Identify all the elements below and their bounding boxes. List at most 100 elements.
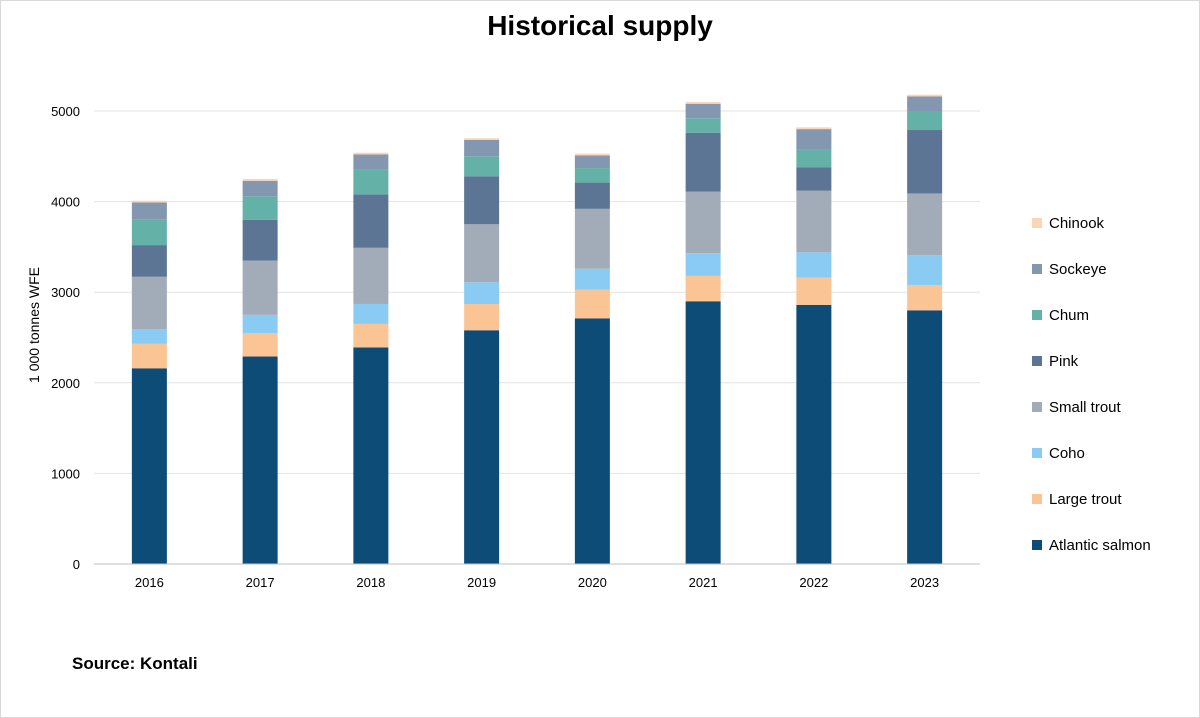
source-note: Source: Kontali xyxy=(72,654,198,673)
chart-title: Historical supply xyxy=(487,10,713,41)
bars xyxy=(131,94,943,564)
bar-segment-chum-2023 xyxy=(907,111,943,131)
bar-segment-pink-2019 xyxy=(464,176,500,225)
bar-segment-coho-2020 xyxy=(574,268,610,290)
legend-item-chinook: Chinook xyxy=(1032,212,1104,234)
legend-swatch xyxy=(1032,540,1042,550)
gridlines xyxy=(94,110,980,474)
x-tick-label: 2017 xyxy=(246,575,275,590)
legend-item-sockeye: Sockeye xyxy=(1032,258,1107,280)
bar-segment-atlantic-salmon-2019 xyxy=(464,330,500,564)
legend-item-coho: Coho xyxy=(1032,442,1085,464)
bar-segment-coho-2023 xyxy=(907,255,943,285)
bar-segment-atlantic-salmon-2018 xyxy=(353,347,389,564)
bar-segment-chum-2018 xyxy=(353,169,389,195)
bar-segment-sockeye-2022 xyxy=(796,129,832,150)
legend-label: Chum xyxy=(1049,306,1090,324)
bar-segment-sockeye-2023 xyxy=(907,96,943,111)
bar-segment-coho-2018 xyxy=(353,303,389,324)
y-tick-label: 3000 xyxy=(51,285,80,300)
y-tick-label: 2000 xyxy=(51,376,80,391)
bar-segment-atlantic-salmon-2020 xyxy=(574,318,610,564)
bar-segment-sockeye-2016 xyxy=(131,202,167,220)
bar-segment-chum-2016 xyxy=(131,219,167,246)
bar-segment-small-trout-2016 xyxy=(131,276,167,330)
bar-segment-chinook-2017 xyxy=(242,178,278,181)
x-tick-label: 2018 xyxy=(356,575,385,590)
bar-segment-sockeye-2019 xyxy=(464,139,500,157)
bar-segment-small-trout-2023 xyxy=(907,193,943,256)
bar-segment-coho-2017 xyxy=(242,314,278,333)
bar-segment-chinook-2020 xyxy=(574,153,610,156)
x-tick-label: 2020 xyxy=(578,575,607,590)
x-tick-label: 2021 xyxy=(689,575,718,590)
bar-segment-atlantic-salmon-2022 xyxy=(796,304,832,564)
bar-segment-large-trout-2022 xyxy=(796,277,832,305)
bar-segment-chinook-2018 xyxy=(353,152,389,155)
axes: 0 1000 2000 3000 4000 5000 2016 2017 2018 2019 202… xyxy=(51,104,980,590)
bar-segment-chum-2017 xyxy=(242,196,278,220)
bar-segment-chinook-2019 xyxy=(464,138,500,140)
bar-segment-sockeye-2018 xyxy=(353,154,389,170)
x-tick-label: 2019 xyxy=(467,575,496,590)
legend-label: Chinook xyxy=(1049,214,1105,232)
legend-item-small-trout: Small trout xyxy=(1032,396,1121,418)
y-tick-label: 4000 xyxy=(51,195,80,210)
bar-segment-large-trout-2018 xyxy=(353,323,389,348)
bar-segment-pink-2016 xyxy=(131,245,167,277)
bar-segment-chum-2022 xyxy=(796,149,832,168)
bar-segment-atlantic-salmon-2023 xyxy=(907,310,943,564)
legend-item-chum: Chum xyxy=(1032,304,1089,326)
bar-segment-chinook-2023 xyxy=(907,94,943,97)
bar-segment-pink-2022 xyxy=(796,167,832,191)
bar-segment-pink-2021 xyxy=(685,132,721,192)
bar-segment-atlantic-salmon-2017 xyxy=(242,356,278,564)
legend-swatch xyxy=(1032,402,1042,412)
bar-segment-coho-2021 xyxy=(685,253,721,276)
y-tick-label: 0 xyxy=(73,557,80,572)
y-tick-label: 5000 xyxy=(51,104,80,119)
bar-segment-pink-2023 xyxy=(907,130,943,194)
bar-segment-chinook-2022 xyxy=(796,127,832,130)
legend-item-atlantic-salmon: Atlantic salmon xyxy=(1032,534,1151,556)
x-tick-label: 2016 xyxy=(135,575,164,590)
bar-segment-large-trout-2016 xyxy=(131,343,167,369)
legend-label: Atlantic salmon xyxy=(1049,536,1151,554)
legend-swatch xyxy=(1032,218,1042,228)
legend-label: Sockeye xyxy=(1049,260,1107,278)
bar-segment-chum-2021 xyxy=(685,118,721,133)
bar-segment-small-trout-2020 xyxy=(574,208,610,269)
bar-segment-chinook-2021 xyxy=(685,101,721,104)
bar-segment-chum-2019 xyxy=(464,156,500,177)
bar-segment-small-trout-2022 xyxy=(796,190,832,253)
bar-segment-large-trout-2020 xyxy=(574,289,610,319)
legend-label: Coho xyxy=(1049,444,1085,462)
y-tick-label: 1000 xyxy=(51,466,80,481)
bar-segment-coho-2022 xyxy=(796,252,832,278)
bar-segment-small-trout-2018 xyxy=(353,247,389,304)
legend-swatch xyxy=(1032,310,1042,320)
legend-label: Small trout xyxy=(1049,398,1121,416)
bar-segment-small-trout-2021 xyxy=(685,191,721,254)
bar-segment-pink-2020 xyxy=(574,182,610,209)
bar-segment-pink-2018 xyxy=(353,194,389,248)
legend-label: Pink xyxy=(1049,352,1079,370)
legend-swatch xyxy=(1032,356,1042,366)
legend-swatch xyxy=(1032,264,1042,274)
bar-segment-sockeye-2021 xyxy=(685,103,721,119)
legend-item-pink: Pink xyxy=(1032,350,1078,372)
bar-segment-atlantic-salmon-2016 xyxy=(131,368,167,564)
bar-segment-large-trout-2023 xyxy=(907,284,943,311)
bar-segment-coho-2019 xyxy=(464,282,500,304)
bar-segment-sockeye-2020 xyxy=(574,155,610,169)
legend-label: Large trout xyxy=(1049,490,1122,508)
bar-segment-large-trout-2021 xyxy=(685,275,721,302)
bar-segment-chinook-2016 xyxy=(131,200,167,203)
x-tick-label: 2022 xyxy=(799,575,828,590)
bar-segment-coho-2016 xyxy=(131,329,167,344)
y-axis-label: 1 000 tonnes WFE xyxy=(26,267,42,383)
bar-segment-atlantic-salmon-2021 xyxy=(685,301,721,564)
legend-swatch xyxy=(1032,494,1042,504)
legend-swatch xyxy=(1032,448,1042,458)
